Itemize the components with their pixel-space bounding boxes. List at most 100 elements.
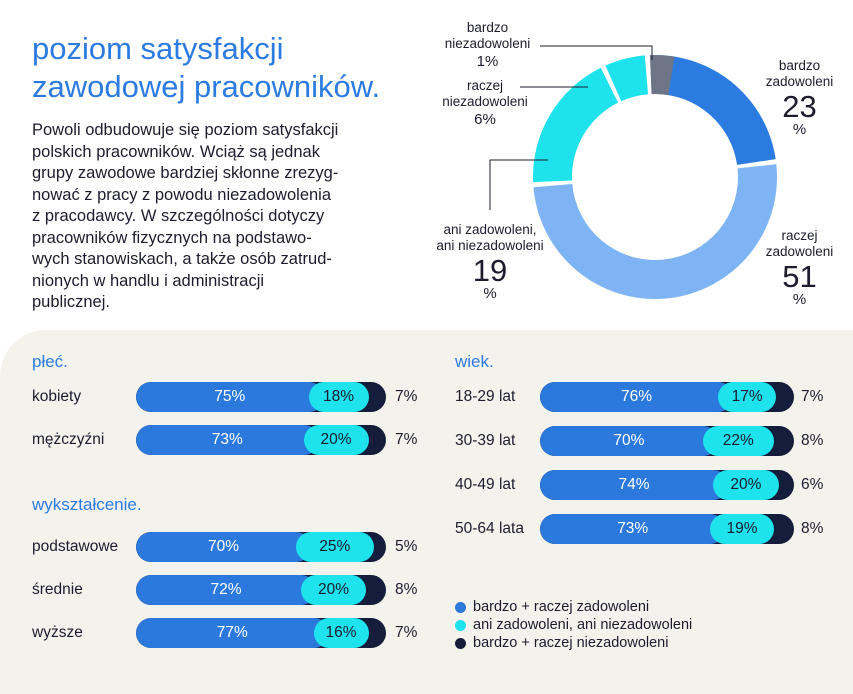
section-title-wyksztalcenie: wykształcenie. (32, 495, 142, 514)
slice-label-line: bardzo (778, 58, 821, 73)
bar-segment-zadowoleni: 76% (540, 382, 734, 412)
title-line: zawodowej pracowników. (32, 69, 381, 104)
row-label: 18-29 lat (455, 388, 516, 405)
bar-segment-zadowoleni: 75% (136, 382, 324, 412)
legend-label: bardzo + raczej zadowoleni (473, 599, 650, 615)
intro-line: nować z pracy z powodu niezadowolenia (32, 185, 332, 204)
slice-label-line: zadowoleni (765, 244, 834, 259)
slice-value: 1% (476, 53, 499, 70)
bar-segment-ani: 17% (718, 382, 777, 412)
bar-segment-ani: 20% (303, 425, 369, 455)
row-label: wyższe (32, 624, 83, 641)
slice-unit: % (792, 291, 807, 308)
bar-segment-zadowoleni: 70% (540, 426, 718, 456)
slice-label-line: bardzo (466, 20, 509, 35)
bar-segment-zadowoleni: 70% (136, 532, 311, 562)
bar-value-niezadowoleni: 7% (395, 388, 418, 405)
intro-line: pracowników fizycznych na podstawo- (32, 228, 312, 247)
slice-value: 19 (472, 253, 508, 288)
chart-legend: bardzo + raczej zadowoleni ani zadowolen… (455, 598, 692, 652)
leader-lines (489, 45, 653, 210)
leader-line-bardzo-niezadowoleni (540, 45, 653, 60)
stacked-bar-kobiety: 75% 18% (136, 382, 386, 412)
bar-segment-zadowoleni: 73% (540, 514, 726, 544)
row-label: podstawowe (32, 538, 119, 555)
donut-slices (533, 54, 778, 300)
slice-unit: % (483, 285, 497, 302)
bar-segment-ani: 20% (301, 575, 366, 605)
bar-segment-zadowoleni: 72% (136, 575, 316, 605)
bar-value-niezadowoleni: 6% (801, 476, 824, 493)
donut-label-bardzo-zadowoleni: bardzo zadowoleni 23 % (752, 58, 847, 138)
legend-label: bardzo + raczej niezadowoleni (473, 635, 669, 651)
intro-line: publicznej. (32, 293, 110, 311)
row-label: 50-64 lata (455, 520, 524, 537)
row-label: 40-49 lat (455, 476, 516, 493)
slice-value: 51 (782, 259, 817, 294)
donut-label-ani: ani zadowoleni, ani niezadowoleni 19 % (422, 222, 558, 302)
donut-label-bardzo-niezadowoleni: bardzo niezadowoleni 1% (440, 20, 535, 70)
donut-slice-rn (605, 55, 649, 102)
donut-label-raczej-zadowoleni: raczej zadowoleni 51 % (752, 228, 847, 308)
page-title: poziom satysfakcji zawodowej pracowników… (32, 30, 452, 106)
intro-line: nionych w handlu i administracji (32, 271, 265, 290)
stacked-bar-40-49: 74% 20% (540, 470, 794, 500)
intro-paragraph: Powoli odbudowuje się poziom satysfakcji… (32, 120, 402, 314)
bar-value-niezadowoleni: 8% (801, 520, 824, 537)
slice-label-line: niezadowoleni (442, 94, 528, 109)
slice-label-line: raczej (466, 78, 503, 93)
bar-segment-ani: 22% (702, 426, 774, 456)
slice-label-line: ani niezadowoleni (436, 238, 544, 253)
bar-segment-ani: 20% (712, 470, 779, 500)
stacked-bar-18-29: 76% 17% (540, 382, 794, 412)
bar-value-niezadowoleni: 8% (801, 432, 824, 449)
slice-unit: % (792, 121, 807, 138)
slice-value: 23 (782, 89, 817, 124)
stacked-bar-wyzsze: 77% 16% (136, 618, 386, 648)
bar-segment-zadowoleni: 77% (136, 618, 329, 648)
slice-label-line: niezadowoleni (444, 36, 531, 51)
slice-label-line: raczej (781, 228, 818, 243)
stacked-bar-50-64: 73% 19% (540, 514, 794, 544)
bar-segment-zadowoleni: 74% (540, 470, 728, 500)
satisfaction-donut-chart (489, 45, 778, 300)
legend-dot-icon (455, 620, 466, 631)
bar-segment-ani: 18% (308, 382, 369, 412)
intro-line: z pracodawcy. W szczególności dotyczy (32, 207, 325, 225)
donut-label-raczej-niezadowoleni: raczej niezadowoleni 6% (430, 78, 540, 128)
slice-label-line: ani zadowoleni, (443, 222, 537, 237)
bar-segment-ani: 25% (296, 532, 374, 562)
legend-item-zadowoleni: bardzo + raczej zadowoleni (455, 598, 692, 616)
slice-value: 6% (474, 111, 496, 128)
row-label: średnie (32, 581, 83, 598)
stacked-bar-srednie: 72% 20% (136, 575, 386, 605)
bar-segment-ani: 16% (313, 618, 369, 648)
stacked-bar-mezczyzni: 73% 20% (136, 425, 386, 455)
bar-value-niezadowoleni: 7% (395, 431, 418, 448)
intro-line: Powoli odbudowuje się poziom satysfakcji (32, 121, 339, 139)
section-title-plec: płeć. (32, 352, 68, 371)
stacked-bar-30-39: 70% 22% (540, 426, 794, 456)
legend-dot-icon (455, 638, 466, 649)
donut-slice-bn (649, 54, 675, 96)
title-line: poziom satysfakcji (32, 31, 284, 66)
bar-value-niezadowoleni: 7% (395, 624, 418, 641)
bar-segment-zadowoleni: 73% (136, 425, 319, 455)
bar-segment-ani: 19% (710, 514, 774, 544)
slice-label-line: zadowoleni (765, 74, 834, 89)
bar-value-niezadowoleni: 5% (395, 538, 418, 555)
donut-slice-bz (656, 55, 776, 165)
row-label: mężczyźni (32, 431, 105, 448)
row-label: kobiety (32, 388, 82, 405)
intro-line: wych stanowiskach, a także osób zatrud- (32, 250, 332, 268)
intro-line: grupy zawodowe bardziej skłonne zrezyg- (32, 164, 339, 182)
bar-value-niezadowoleni: 7% (801, 388, 824, 405)
legend-item-ani: ani zadowoleni, ani niezadowoleni (455, 616, 692, 634)
legend-dot-icon (455, 602, 466, 613)
row-label: 30-39 lat (455, 432, 516, 449)
donut-slice-an (533, 67, 619, 183)
donut-slice-rz (533, 164, 778, 300)
intro-line: polskich pracowników. Wciąż są jednak (32, 142, 320, 161)
leader-line-ani (489, 159, 548, 210)
stacked-bar-podstawowe: 70% 25% (136, 532, 386, 562)
